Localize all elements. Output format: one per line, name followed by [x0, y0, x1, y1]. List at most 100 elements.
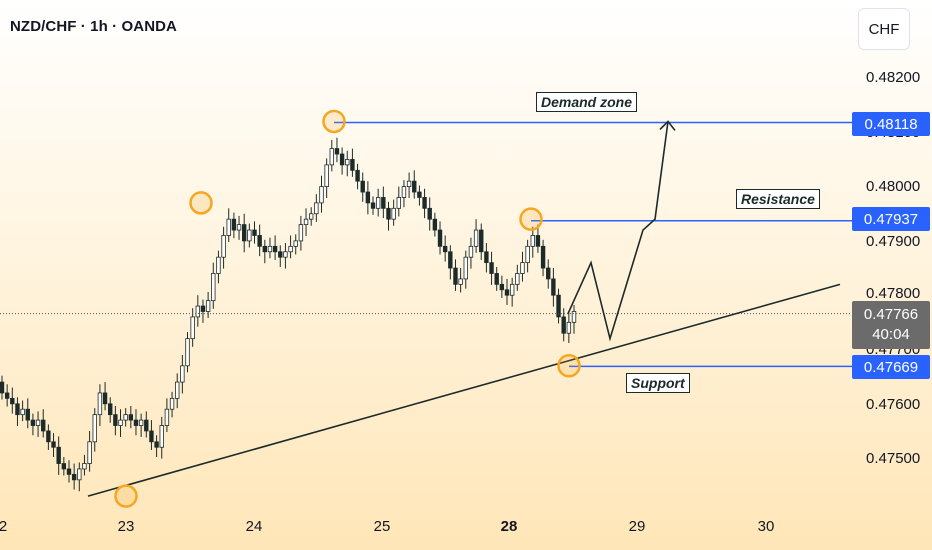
candle [406, 172, 412, 199]
candle [144, 411, 149, 438]
candle [61, 457, 67, 476]
candle [200, 299, 206, 323]
candle [365, 181, 371, 215]
candle [525, 239, 530, 273]
candle [278, 245, 283, 267]
candle [566, 311, 572, 343]
candle [30, 413, 36, 436]
y-tick-label: 0.48000 [866, 178, 921, 195]
candle [0, 375, 5, 400]
candle [185, 332, 190, 373]
candle [211, 262, 216, 309]
candle [391, 199, 396, 226]
candle [298, 215, 304, 251]
candle [180, 354, 185, 394]
candle [149, 420, 154, 450]
candle [458, 268, 463, 293]
candle [448, 245, 453, 280]
candle [118, 409, 123, 437]
symbol-title: NZD/CHF · 1h · OANDA [10, 18, 177, 35]
y-tick-label: 0.48200 [866, 69, 921, 86]
candle [113, 405, 118, 436]
candle [499, 275, 505, 298]
candle [288, 235, 293, 259]
candle [20, 400, 25, 422]
support-label: Support [626, 373, 690, 393]
x-tick-label: 23 [117, 518, 135, 535]
currency-button[interactable]: CHF [858, 8, 910, 50]
candle [128, 405, 134, 429]
y-tick-label: 0.47500 [866, 450, 921, 467]
candle [468, 237, 474, 269]
candle [556, 288, 561, 324]
candle [262, 239, 268, 264]
candles-group [0, 137, 577, 492]
candle [97, 384, 103, 427]
candle [396, 186, 401, 217]
candle [530, 226, 535, 258]
candle [102, 382, 108, 411]
pivot-markers [114, 109, 581, 508]
candle [252, 221, 257, 244]
candle [272, 235, 278, 260]
candle [417, 185, 422, 206]
candle [66, 460, 72, 483]
candle [92, 408, 97, 452]
candle [247, 223, 252, 248]
candle [386, 201, 391, 231]
candle [293, 234, 298, 255]
candle [355, 163, 360, 190]
candle [46, 424, 51, 450]
candle [82, 454, 87, 476]
candle [360, 172, 365, 202]
candle [51, 433, 56, 458]
pivot-circle [322, 109, 346, 134]
candle [561, 308, 566, 342]
candle [494, 266, 499, 291]
candle [216, 250, 221, 284]
candle [319, 175, 324, 213]
candle [489, 251, 494, 285]
resistance-price-tag: 0.47937 [852, 207, 930, 231]
candle [412, 170, 417, 199]
pivot-circle [519, 207, 543, 231]
candle [484, 243, 489, 273]
candle [345, 150, 350, 177]
resistance-label: Resistance [736, 189, 820, 209]
candle [10, 387, 15, 414]
candle [381, 186, 386, 219]
candle [329, 139, 335, 172]
candle [71, 463, 77, 490]
candle [571, 304, 577, 334]
candle [267, 237, 273, 259]
candle [221, 226, 226, 269]
candle [108, 397, 113, 423]
candle [56, 436, 61, 475]
candle [314, 194, 319, 222]
candle [195, 295, 201, 327]
candle [87, 430, 92, 472]
candle [479, 223, 484, 260]
x-tick-label: 24 [245, 518, 263, 535]
candle [334, 137, 340, 163]
candle [422, 188, 427, 219]
x-tick-label: 28 [500, 518, 518, 535]
candle [35, 411, 41, 437]
candle [4, 384, 10, 407]
candle [283, 243, 288, 269]
candle [375, 188, 381, 217]
candle [535, 224, 541, 253]
candle [339, 147, 345, 175]
candle [308, 207, 314, 226]
x-tick-label: 25 [373, 518, 391, 535]
candle [164, 398, 170, 433]
candle [303, 208, 309, 237]
candle [154, 435, 159, 458]
y-tick-label: 0.47600 [866, 396, 921, 413]
candle [401, 180, 407, 208]
candle [473, 219, 479, 253]
pivot-circle [114, 484, 138, 508]
demand-zone-label: Demand zone [536, 92, 638, 112]
y-tick-label: 0.47900 [866, 233, 921, 250]
